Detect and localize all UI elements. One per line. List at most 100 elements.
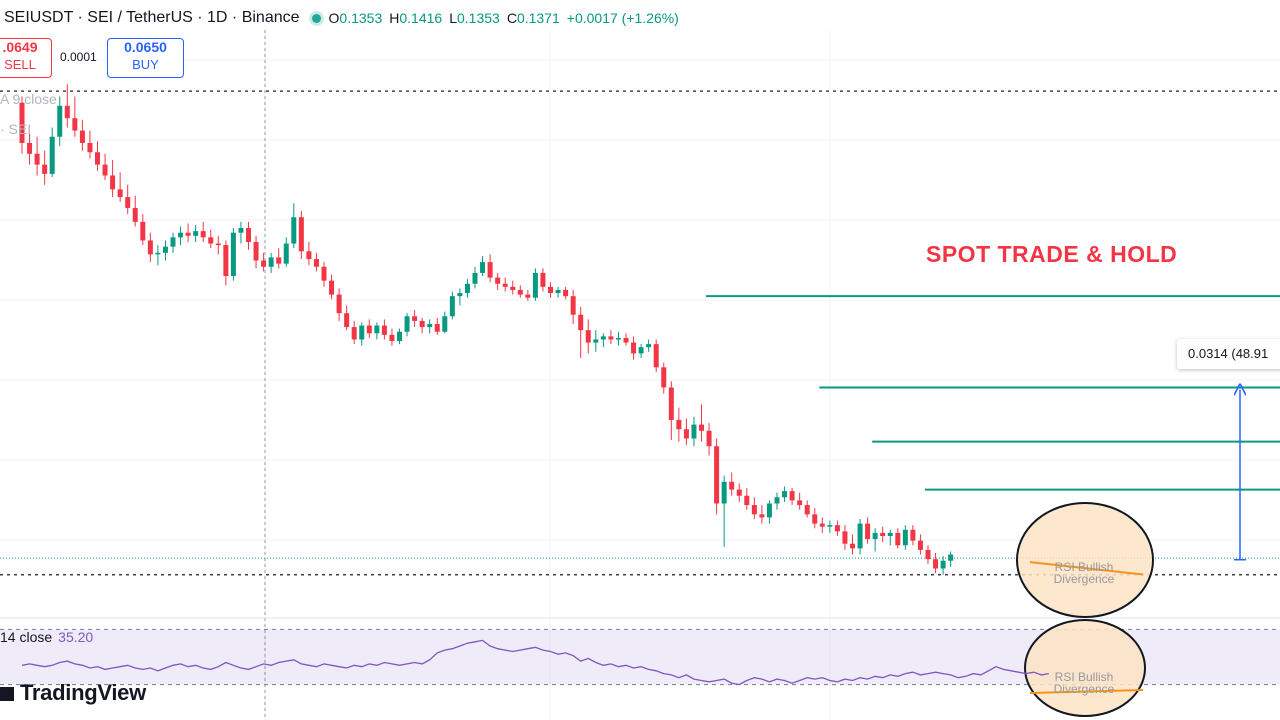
candle-down [329, 280, 335, 295]
candle-up [600, 336, 606, 340]
buy-price: 0.0650 [124, 39, 167, 55]
candle-down [865, 523, 871, 540]
candle-down [87, 142, 93, 153]
candle-down [19, 102, 25, 143]
candle-up [178, 232, 184, 238]
candle-down [147, 240, 153, 255]
candle-down [729, 481, 735, 490]
candle-down [699, 424, 704, 431]
tradingview-logo-icon [0, 687, 14, 701]
candle-down [608, 336, 614, 340]
candle-up [555, 289, 561, 294]
candle-down [631, 342, 637, 354]
spot-trade-label: SPOT TRADE & HOLD [926, 241, 1178, 267]
candle-up [902, 529, 908, 546]
candle-up [193, 231, 199, 236]
candle-down [744, 495, 750, 506]
candle-down [842, 531, 848, 544]
candle-down [751, 505, 757, 515]
symbol-title[interactable]: SEIUSDT · SEI / TetherUS · 1D · Binance [4, 9, 300, 26]
candle-up [162, 246, 168, 253]
candle-down [434, 324, 440, 332]
candle-down [102, 164, 108, 176]
candle-up [397, 331, 402, 342]
candle-down [917, 540, 923, 550]
candle-down [351, 327, 357, 340]
candle-down [797, 500, 803, 506]
candle-down [570, 296, 576, 315]
candle-up [472, 272, 478, 284]
candle-down [336, 294, 342, 314]
candle-up [857, 523, 863, 549]
candle-up [442, 316, 448, 332]
candle-down [676, 419, 682, 430]
candle-up [170, 237, 176, 247]
candle-up [57, 105, 63, 137]
sell-button[interactable]: .0649 SELL [0, 38, 52, 78]
candle-down [79, 130, 85, 143]
candle-down [540, 272, 546, 287]
candle-up [449, 296, 455, 317]
candle-up [615, 337, 621, 340]
candle-up [774, 497, 780, 504]
rsi-value: 35.20 [58, 629, 94, 645]
candle-up [940, 560, 946, 569]
candle-down [683, 429, 689, 439]
candle-down [759, 514, 765, 518]
candle-up [49, 136, 55, 174]
candle-down [27, 142, 33, 154]
candle-up [646, 344, 652, 348]
candle-down [789, 491, 795, 501]
candle-up [427, 324, 433, 328]
candle-up [374, 325, 380, 334]
candle-down [933, 559, 939, 569]
candle-down [668, 387, 674, 420]
candle-down [623, 337, 629, 343]
divergence-circle [1016, 502, 1154, 618]
ma-legend[interactable]: A 9 close [0, 91, 57, 107]
price-divergence-line [1029, 561, 1144, 576]
symbol-header: SEIUSDT · SEI / TetherUS · 1D · Binance … [4, 8, 686, 28]
tradingview-logo: TradingView [0, 680, 146, 706]
candle-up [464, 283, 470, 294]
candle-down [110, 175, 116, 190]
rsi-line [21, 639, 1049, 686]
sell-price: .0649 [2, 39, 38, 55]
candle-down [495, 277, 501, 284]
rsi-pane [0, 617, 1280, 717]
rsi-legend-label: 14 close [0, 629, 53, 645]
candle-up [872, 532, 878, 540]
candle-up [887, 532, 893, 536]
rsi-legend[interactable]: 14 close 35.20 [0, 629, 93, 645]
volume-legend[interactable]: · SEI [0, 121, 32, 137]
candle-down [253, 241, 259, 261]
candle-down [200, 231, 206, 238]
sell-label: SELL [4, 57, 36, 72]
candles [19, 84, 954, 575]
candle-up [532, 272, 538, 298]
candle-down [525, 294, 531, 298]
candle-down [125, 197, 131, 208]
candle-down [321, 266, 327, 281]
candle-up [948, 554, 954, 561]
candle-up [766, 503, 772, 518]
candle-up [359, 325, 365, 340]
candle-down [819, 523, 825, 527]
candle-down [34, 153, 40, 165]
candle-down [925, 549, 931, 560]
candle-down [140, 221, 146, 241]
candle-down [804, 505, 810, 515]
rsi-divergence-circle [1024, 619, 1146, 717]
candle-down [313, 259, 319, 267]
candle-down [910, 529, 916, 541]
candle-down [578, 314, 584, 331]
candle-down [895, 532, 901, 546]
buy-button[interactable]: 0.0650 BUY [107, 38, 184, 78]
candle-down [548, 286, 553, 294]
candle-down [276, 257, 282, 264]
candle-up [291, 217, 297, 244]
candle-up [480, 262, 486, 273]
candle-down [736, 489, 742, 496]
candle-up [782, 491, 788, 498]
